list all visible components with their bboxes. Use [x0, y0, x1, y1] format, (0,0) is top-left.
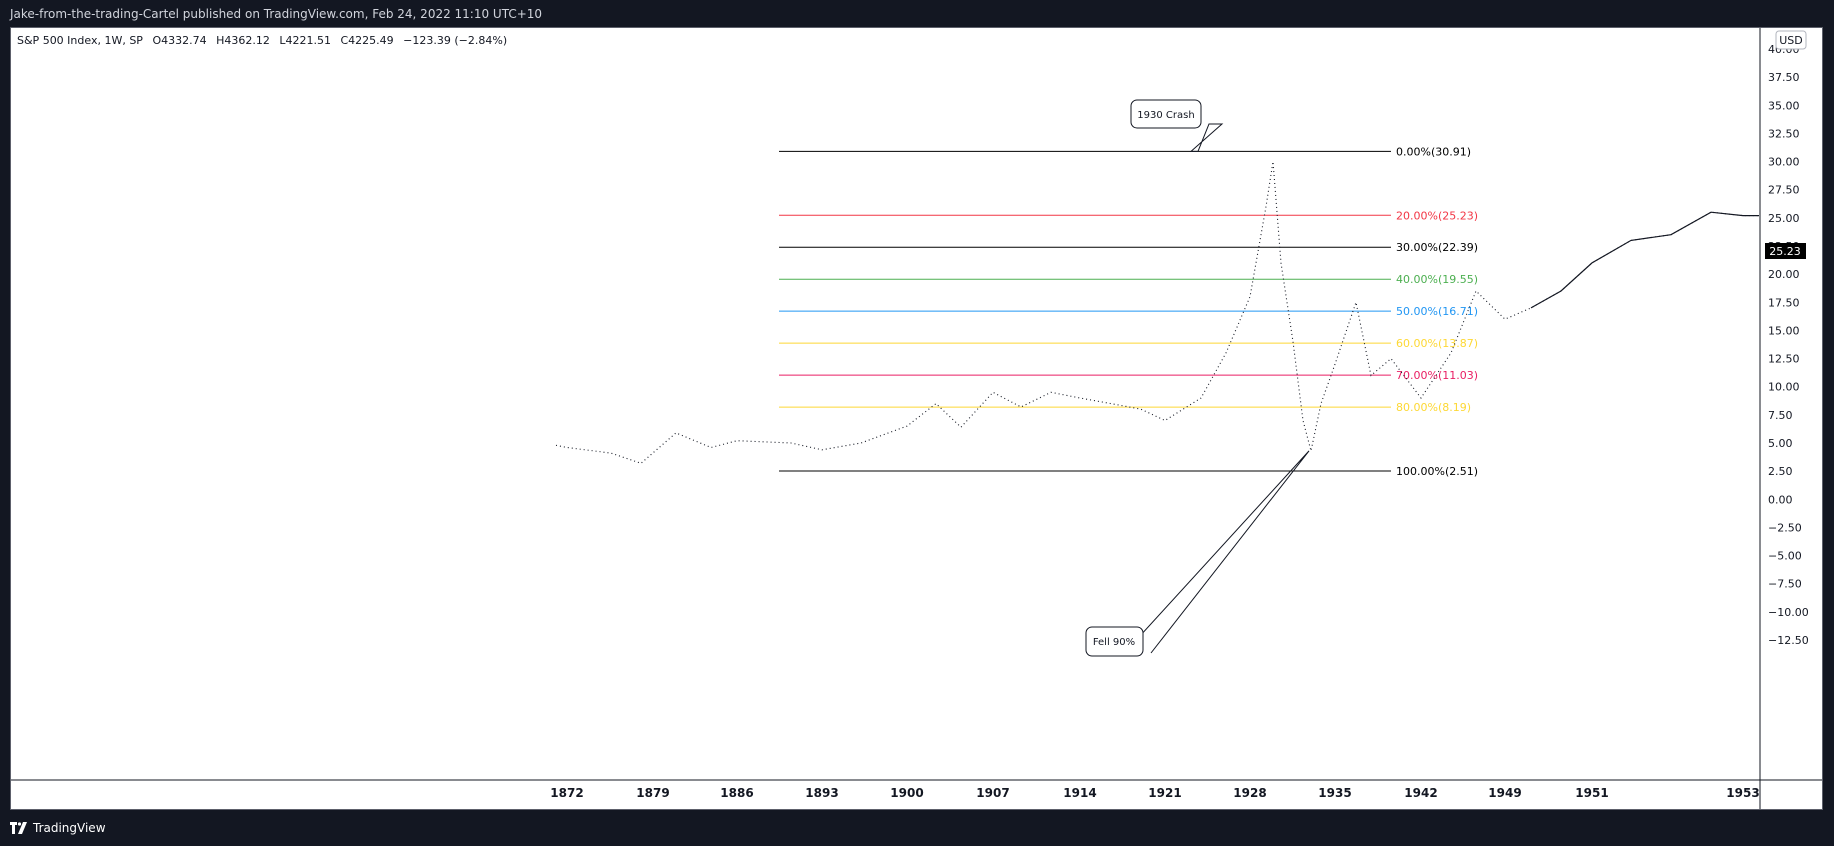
- y-tick-label: −2.50: [1768, 521, 1802, 534]
- y-tick-label: −5.00: [1768, 550, 1802, 563]
- y-tick-label: 35.00: [1768, 99, 1800, 112]
- x-tick-label: 1953: [1726, 786, 1759, 800]
- fib-level-label: 0.00%(30.91): [1396, 145, 1471, 158]
- y-tick-label: 17.50: [1768, 296, 1800, 309]
- last-price-tag: 25.23: [1769, 245, 1801, 258]
- legend-change: −123.39 (−2.84%): [403, 34, 508, 47]
- x-tick-label: 1949: [1488, 786, 1521, 800]
- x-tick-label: 1928: [1233, 786, 1266, 800]
- fib-level-label: 70.00%(11.03): [1396, 369, 1478, 382]
- callout-text: 1930 Crash: [1137, 110, 1194, 121]
- brand[interactable]: TradingView: [10, 821, 106, 835]
- price-chart[interactable]: 0.00%(30.91) 20.00%(25.23) 30.00%(22.39) 40…: [11, 28, 1822, 809]
- legend-close: C4225.49: [340, 34, 394, 47]
- y-tick-label: 20.00: [1768, 268, 1800, 281]
- publish-header: Jake-from-the-trading-Cartel published o…: [0, 0, 1834, 28]
- price-axis[interactable]: 40.0037.5035.0032.5030.0027.5025.0022.50…: [1768, 43, 1809, 647]
- x-tick-label: 1900: [890, 786, 923, 800]
- y-tick-label: 30.00: [1768, 156, 1800, 169]
- y-tick-label: 2.50: [1768, 465, 1793, 478]
- y-tick-label: 15.00: [1768, 324, 1800, 337]
- y-tick-label: 37.50: [1768, 71, 1800, 84]
- legend-open: O4332.74: [152, 34, 207, 47]
- x-tick-label: 1914: [1063, 786, 1096, 800]
- fib-level-label: 60.00%(13.87): [1396, 337, 1478, 350]
- publish-line: Jake-from-the-trading-Cartel published o…: [10, 7, 543, 21]
- fib-level-label: 20.00%(25.23): [1396, 209, 1478, 222]
- callout-pointer: [1189, 123, 1224, 152]
- x-tick-label: 1951: [1575, 786, 1608, 800]
- footer-bar: TradingView: [0, 810, 1834, 846]
- x-tick-label: 1907: [976, 786, 1009, 800]
- tradingview-logo-icon: [10, 822, 28, 834]
- x-tick-label: 1886: [720, 786, 753, 800]
- price-line: [555, 161, 1759, 464]
- fib-level-label: 40.00%(19.55): [1396, 273, 1478, 286]
- symbol-legend: S&P 500 Index, 1W, SP O4332.74 H4362.12 …: [17, 34, 513, 47]
- fib-level-label: 80.00%(8.19): [1396, 401, 1471, 414]
- fib-level-label: 100.00%(2.51): [1396, 465, 1478, 478]
- y-tick-label: 32.50: [1768, 127, 1800, 140]
- callout-box: [1130, 99, 1202, 129]
- x-tick-label: 1921: [1148, 786, 1181, 800]
- currency-label-box[interactable]: [1775, 30, 1807, 50]
- y-tick-label: 7.50: [1768, 409, 1793, 422]
- x-tick-label: 1942: [1404, 786, 1437, 800]
- legend-low: L4221.51: [279, 34, 331, 47]
- y-tick-label: 25.00: [1768, 212, 1800, 225]
- y-tick-label: −12.50: [1768, 634, 1809, 647]
- y-tick-label: −10.00: [1768, 606, 1809, 619]
- legend-symbol[interactable]: S&P 500 Index, 1W, SP: [17, 34, 143, 47]
- price-line-recent: [1530, 211, 1759, 309]
- y-tick-label: −7.50: [1768, 578, 1802, 591]
- fibonacci-retracement[interactable]: 0.00%(30.91) 20.00%(25.23) 30.00%(22.39) 40…: [779, 145, 1478, 478]
- price-series: [555, 161, 1759, 464]
- y-tick-label: 12.50: [1768, 353, 1800, 366]
- brand-name: TradingView: [33, 821, 106, 835]
- x-tick-label: 1893: [805, 786, 838, 800]
- callout-pointer: [1138, 450, 1310, 654]
- y-tick-label: 27.50: [1768, 184, 1800, 197]
- x-tick-label: 1935: [1318, 786, 1351, 800]
- callout-box: [1085, 626, 1144, 657]
- last-price-tag-box: [1765, 243, 1806, 259]
- y-tick-label: 0.00: [1768, 493, 1793, 506]
- y-tick-label: 5.00: [1768, 437, 1793, 450]
- x-tick-label: 1872: [550, 786, 583, 800]
- y-tick-label: 10.00: [1768, 381, 1800, 394]
- time-axis[interactable]: 1872 1879 1886 1893 1900 1907 1914 1921 1928 1935…: [550, 786, 1759, 800]
- currency-label: USD: [1779, 34, 1803, 47]
- fib-level-label: 30.00%(22.39): [1396, 241, 1478, 254]
- callout-annotations[interactable]: 1930 Crash Fell 90%: [1085, 99, 1310, 657]
- x-tick-label: 1879: [636, 786, 669, 800]
- fib-level-label: 50.00%(16.71): [1396, 305, 1478, 318]
- callout-text: Fell 90%: [1093, 637, 1135, 648]
- legend-high: H4362.12: [216, 34, 270, 47]
